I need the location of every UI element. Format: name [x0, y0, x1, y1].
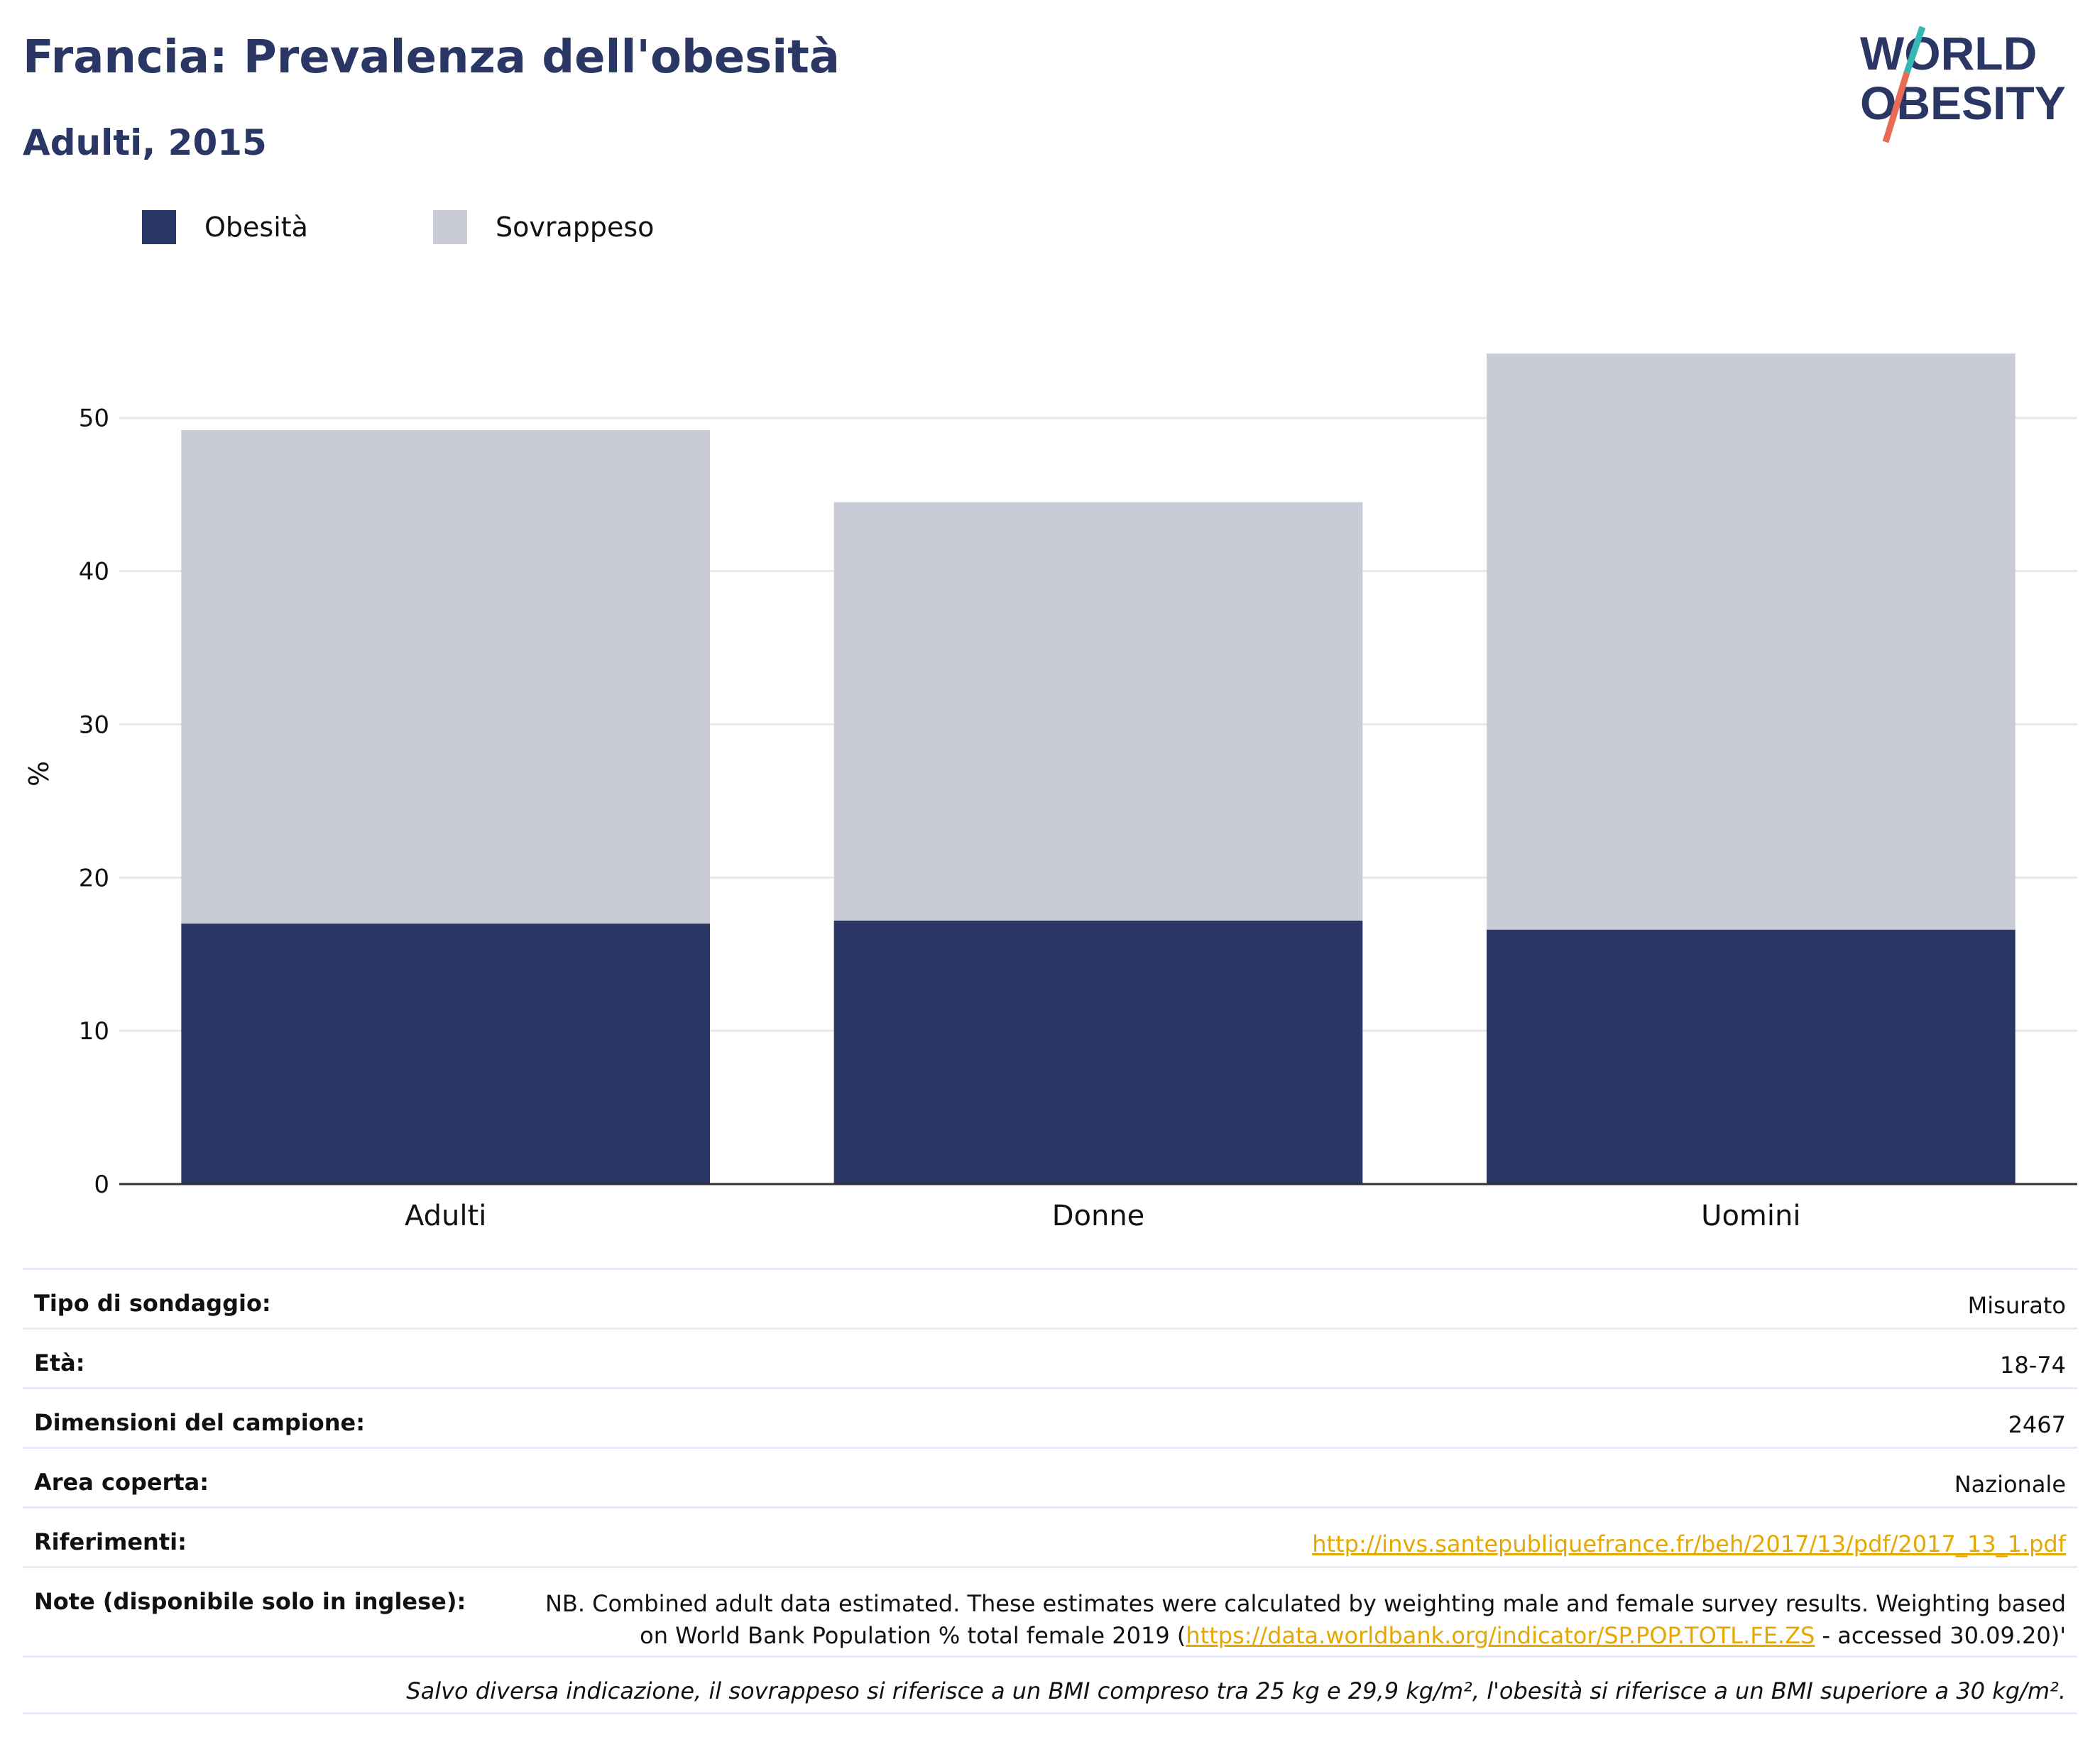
info-value-area: Nazionale	[1954, 1471, 2066, 1498]
legend-label-obesity: Obesità	[204, 212, 308, 243]
bar-donne-overweight[interactable]	[833, 502, 1363, 921]
bar-uomini-overweight[interactable]	[1487, 354, 2016, 930]
info-key-area: Area coperta:	[34, 1469, 209, 1496]
legend-swatch-obesity	[142, 210, 176, 244]
info-row-notes: Note (disponibile solo in inglese): NB. …	[23, 1568, 2077, 1658]
x-tick-label-donne: Donne	[1052, 1200, 1145, 1232]
y-axis-title: %	[23, 761, 55, 787]
notes-line-2: on World Bank Population % total female …	[545, 1620, 2066, 1652]
info-key-age: Età:	[34, 1349, 85, 1376]
info-row-area: Area coperta: Nazionale	[23, 1449, 2077, 1508]
info-key-references: Riferimenti:	[34, 1528, 187, 1555]
notes-line-1: NB. Combined adult data estimated. These…	[545, 1590, 2066, 1617]
legend-item-obesity[interactable]: Obesità	[142, 210, 308, 244]
y-tick-label-50: 50	[79, 405, 109, 433]
info-value-sample-size: 2467	[2008, 1411, 2066, 1438]
page-subtitle: Adulti, 2015	[23, 122, 267, 163]
x-tick-label-adulti: Adulti	[405, 1200, 486, 1232]
bar-adulti-obesity[interactable]	[181, 924, 710, 1184]
page-title: Francia: Prevalenza dell'obesità	[23, 31, 840, 84]
info-row-survey-type: Tipo di sondaggio: Misurato	[23, 1270, 2077, 1330]
y-tick-label-10: 10	[79, 1017, 109, 1046]
y-tick-label-30: 30	[79, 711, 109, 739]
reference-link[interactable]: http://invs.santepubliquefrance.fr/beh/2…	[1312, 1530, 2066, 1557]
bar-adulti-overweight[interactable]	[181, 429, 710, 924]
info-value-age: 18-74	[2000, 1352, 2066, 1379]
bmi-footnote: Salvo diversa indicazione, il sovrappeso…	[23, 1658, 2077, 1714]
info-row-age: Età: 18-74	[23, 1330, 2077, 1389]
logo-slash-teal	[1903, 26, 1926, 74]
bar-donne-obesity[interactable]	[833, 920, 1363, 1184]
survey-info-table: Tipo di sondaggio: Misurato Età: 18-74 D…	[23, 1268, 2077, 1714]
logo-slash-coral	[1882, 71, 1910, 143]
info-value-notes: NB. Combined adult data estimated. These…	[545, 1588, 2066, 1652]
y-tick-label-0: 0	[94, 1171, 109, 1199]
world-obesity-logo: WORLD OBESITY	[1860, 26, 2066, 143]
info-row-references: Riferimenti: http://invs.santepubliquefr…	[23, 1508, 2077, 1568]
legend-item-overweight[interactable]: Sovrappeso	[433, 210, 654, 244]
legend-swatch-overweight	[433, 210, 467, 244]
y-tick-label-20: 20	[79, 864, 109, 892]
axes: 0 10 20 30 40 50 Adulti Donne Uomini	[79, 405, 2077, 1232]
y-tick-label-40: 40	[79, 558, 109, 586]
bar-uomini-obesity[interactable]	[1487, 929, 2016, 1184]
info-key-sample-size: Dimensioni del campione:	[34, 1409, 366, 1436]
x-tick-label-uomini: Uomini	[1701, 1200, 1800, 1232]
notes-line-2-before: on World Bank Population % total female …	[640, 1621, 1186, 1649]
legend-label-overweight: Sovrappeso	[496, 212, 655, 243]
info-key-survey-type: Tipo di sondaggio:	[34, 1290, 271, 1317]
logo-line-world: WORLD	[1860, 27, 2037, 80]
notes-line-2-after: - accessed 30.09.20)'	[1815, 1621, 2067, 1649]
bars	[181, 354, 2016, 1184]
notes-worldbank-link[interactable]: https://data.worldbank.org/indicator/SP.…	[1186, 1621, 1815, 1649]
info-value-survey-type: Misurato	[1967, 1292, 2066, 1319]
info-row-sample-size: Dimensioni del campione: 2467	[23, 1389, 2077, 1449]
bar-chart: 0 10 20 30 40 50 Adulti Donne Uomini %	[23, 354, 2077, 1232]
info-key-notes: Note (disponibile solo in inglese):	[34, 1588, 466, 1615]
